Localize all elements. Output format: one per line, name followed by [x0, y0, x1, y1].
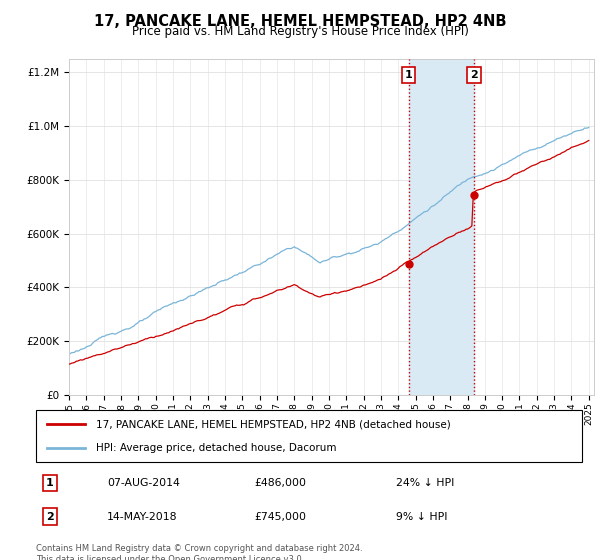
Text: 9% ↓ HPI: 9% ↓ HPI: [397, 512, 448, 521]
Text: 14-MAY-2018: 14-MAY-2018: [107, 512, 178, 521]
Text: 24% ↓ HPI: 24% ↓ HPI: [397, 478, 455, 488]
Text: 1: 1: [405, 70, 412, 80]
Text: £486,000: £486,000: [254, 478, 307, 488]
Text: 07-AUG-2014: 07-AUG-2014: [107, 478, 180, 488]
Text: Contains HM Land Registry data © Crown copyright and database right 2024.
This d: Contains HM Land Registry data © Crown c…: [36, 544, 362, 560]
Text: 17, PANCAKE LANE, HEMEL HEMPSTEAD, HP2 4NB (detached house): 17, PANCAKE LANE, HEMEL HEMPSTEAD, HP2 4…: [96, 419, 451, 430]
Text: 17, PANCAKE LANE, HEMEL HEMPSTEAD, HP2 4NB: 17, PANCAKE LANE, HEMEL HEMPSTEAD, HP2 4…: [94, 14, 506, 29]
Text: 2: 2: [470, 70, 478, 80]
Text: 2: 2: [46, 512, 53, 521]
Text: 1: 1: [46, 478, 53, 488]
Text: HPI: Average price, detached house, Dacorum: HPI: Average price, detached house, Daco…: [96, 443, 337, 453]
Text: Price paid vs. HM Land Registry's House Price Index (HPI): Price paid vs. HM Land Registry's House …: [131, 25, 469, 38]
Bar: [409, 59, 474, 395]
Text: £745,000: £745,000: [254, 512, 307, 521]
FancyBboxPatch shape: [36, 410, 582, 462]
